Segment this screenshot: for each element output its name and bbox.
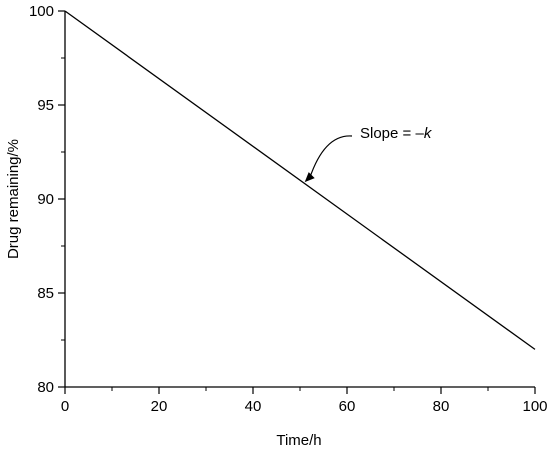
series-line: [64, 10, 536, 350]
x-axis-title: Time/h: [276, 432, 321, 449]
x-tick-label: 60: [339, 398, 356, 415]
y-tick-label: 90: [37, 191, 54, 208]
x-tick-label: 20: [151, 398, 168, 415]
annotation-arrowhead: [304, 172, 315, 183]
x-tick-label: 80: [433, 398, 450, 415]
y-tick-label: 85: [37, 285, 54, 302]
x-tick-label: 100: [522, 398, 547, 415]
tick-labels: 0 20 40 60 80 100 80 85 90 95 100: [29, 3, 548, 415]
ticks: [58, 10, 536, 394]
slope-annotation-prefix: Slope = –: [360, 125, 424, 142]
x-tick-label: 40: [245, 398, 262, 415]
slope-annotation: Slope = –k: [360, 125, 433, 142]
annotation-arrow: [304, 135, 353, 183]
y-tick-label: 95: [37, 97, 54, 114]
x-tick-label: 0: [61, 398, 69, 415]
y-tick-label: 100: [29, 3, 54, 20]
axes: [64, 11, 535, 388]
series: [64, 10, 536, 350]
y-tick-label: 80: [37, 379, 54, 396]
slope-annotation-var: k: [424, 125, 433, 142]
y-axis-title: Drug remaining/%: [5, 139, 22, 259]
annotation-leader: [309, 135, 353, 179]
